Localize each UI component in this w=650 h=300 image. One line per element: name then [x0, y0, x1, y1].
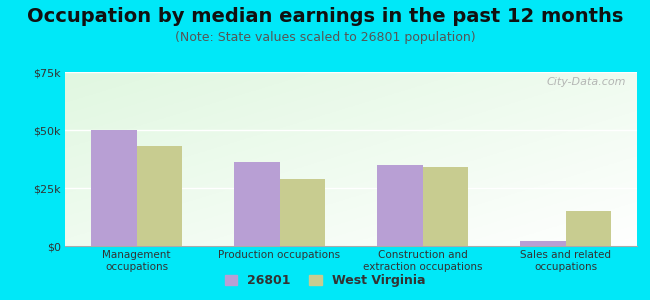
Bar: [422, 167, 468, 246]
Bar: [91, 130, 136, 246]
Bar: [136, 146, 182, 246]
Text: City-Data.com: City-Data.com: [546, 77, 625, 87]
Bar: [520, 242, 566, 246]
Bar: [377, 165, 423, 246]
Bar: [566, 211, 611, 246]
Text: (Note: State values scaled to 26801 population): (Note: State values scaled to 26801 popu…: [175, 32, 475, 44]
Bar: [234, 163, 280, 246]
Bar: [280, 179, 325, 246]
Legend: 26801, West Virginia: 26801, West Virginia: [220, 269, 430, 292]
Text: Occupation by median earnings in the past 12 months: Occupation by median earnings in the pas…: [27, 8, 623, 26]
